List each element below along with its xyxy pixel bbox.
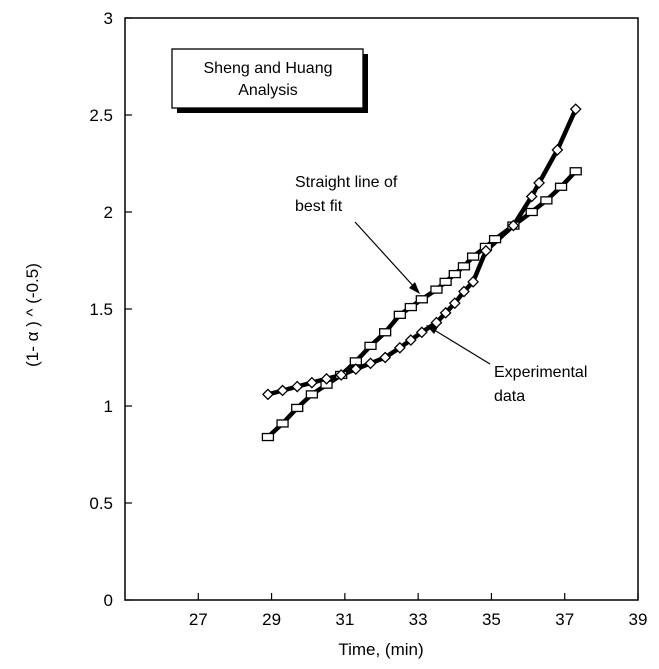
data-point-experimental — [261, 388, 274, 401]
data-point-fit — [488, 235, 502, 244]
y-tick-label: 2 — [104, 203, 113, 222]
data-point-experimental — [551, 144, 564, 156]
data-point-fit — [466, 252, 480, 261]
data-point-fit — [261, 432, 275, 442]
x-tick-label: 27 — [189, 610, 208, 629]
annotation-experimental-line2: data — [494, 388, 525, 405]
data-point-fit — [305, 390, 319, 399]
data-point-experimental — [276, 384, 289, 397]
data-point-experimental — [467, 275, 480, 288]
data-point-fit — [448, 269, 461, 279]
data-point-experimental — [320, 372, 333, 385]
data-point-experimental — [364, 357, 377, 370]
data-point-experimental — [448, 297, 461, 310]
annotation-fit: Straight line of best fit — [295, 174, 420, 294]
data-point-experimental — [379, 351, 392, 364]
data-point-fit — [430, 285, 443, 294]
y-axis-title: (1- α ) ^ (-0.5) — [23, 263, 42, 367]
data-point-experimental — [291, 380, 304, 393]
data-point-experimental — [569, 103, 582, 116]
legend-box-line1: Sheng and Huang — [204, 60, 333, 77]
y-tick-label: 2.5 — [89, 106, 113, 125]
data-point-experimental — [507, 219, 520, 232]
data-point-fit — [276, 419, 289, 428]
data-point-experimental — [404, 334, 417, 346]
series-line-experimental — [267, 108, 578, 397]
x-tick-label: 33 — [409, 610, 428, 629]
data-point-experimental — [349, 363, 362, 376]
legend-box-frame — [171, 48, 364, 109]
y-tick-label: 1.5 — [89, 300, 113, 319]
data-point-fit — [364, 341, 377, 351]
data-point-experimental — [458, 285, 470, 298]
annotation-experimental: Experimental data — [426, 325, 587, 405]
series-layer — [261, 103, 582, 442]
data-point-fit — [569, 167, 582, 176]
data-point-experimental — [533, 176, 545, 189]
legend-box: Sheng and Huang Analysis — [171, 48, 368, 113]
annotation-experimental-arrow — [430, 327, 491, 365]
x-tick-label: 37 — [555, 610, 574, 629]
data-point-fit — [525, 207, 538, 217]
y-tick-label: 0.5 — [89, 494, 113, 513]
y-tick-label: 1 — [104, 397, 113, 416]
x-axis-title: Time, (min) — [338, 640, 423, 659]
annotation-fit-line2: best fit — [295, 198, 343, 215]
data-point-experimental — [415, 326, 428, 339]
annotation-experimental-arrowhead — [426, 325, 438, 334]
data-point-fit — [457, 262, 471, 271]
data-point-experimental — [393, 341, 406, 354]
y-tick-label: 3 — [104, 9, 113, 28]
legend-box-line2: Analysis — [238, 82, 298, 99]
ticks: 27 29 31 33 35 37 39 0 0.5 1 1.5 2 2.5 3 — [89, 9, 647, 629]
x-tick-label: 35 — [482, 610, 501, 629]
data-point-fit — [393, 310, 406, 319]
data-point-fit — [379, 328, 392, 337]
data-point-fit — [540, 196, 553, 205]
x-tick-label: 31 — [335, 610, 354, 629]
annotation-experimental-line1: Experimental — [494, 364, 587, 381]
annotation-fit-arrow — [354, 221, 417, 290]
data-point-fit — [291, 403, 304, 413]
annotation-fit-arrowhead — [409, 282, 420, 294]
x-tick-label: 39 — [629, 610, 648, 629]
annotation-fit-line1: Straight line of — [295, 174, 398, 191]
data-point-experimental — [305, 376, 318, 389]
data-point-fit — [439, 277, 452, 286]
data-point-fit — [554, 182, 568, 191]
data-point-fit — [404, 302, 417, 312]
data-point-experimental — [525, 190, 538, 203]
y-tick-label: 0 — [104, 591, 113, 610]
data-point-fit — [415, 295, 428, 304]
data-point-experimental — [439, 306, 452, 319]
data-point-experimental — [480, 244, 492, 257]
data-point-experimental — [335, 369, 348, 381]
x-tick-label: 29 — [262, 610, 281, 629]
